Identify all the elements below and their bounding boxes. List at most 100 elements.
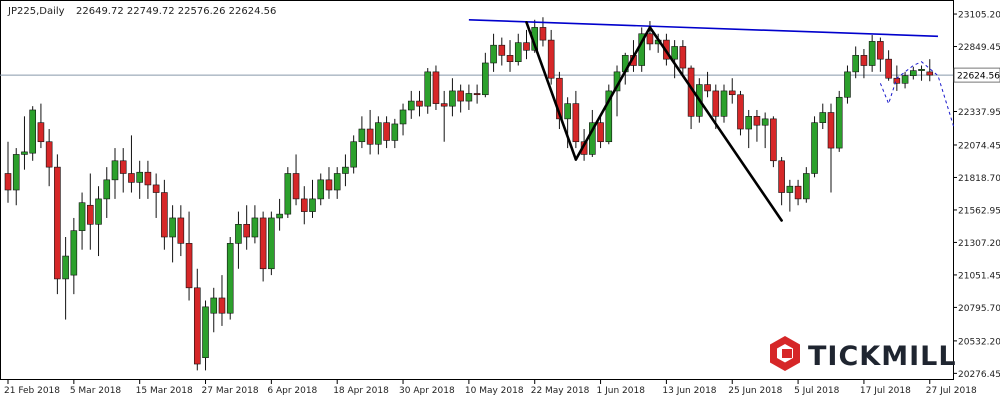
candle xyxy=(45,129,53,187)
candle xyxy=(78,192,86,250)
candle xyxy=(29,106,36,161)
pattern-line xyxy=(525,21,578,161)
candle-body xyxy=(761,118,769,126)
candles-layer xyxy=(4,17,934,371)
candle xyxy=(877,37,884,72)
candle-body xyxy=(745,116,753,130)
candle xyxy=(185,211,193,301)
candle-body xyxy=(770,118,777,162)
candle-body xyxy=(177,217,185,244)
candle-body xyxy=(45,141,53,168)
y-tick-label: 21818.70 xyxy=(958,174,1000,184)
candle-body xyxy=(523,42,530,51)
candle-body xyxy=(605,90,613,143)
candle-body xyxy=(539,27,547,41)
candle-body xyxy=(416,100,423,107)
x-tick-label: 22 May 2018 xyxy=(531,386,590,396)
candle-body xyxy=(514,42,522,63)
candle xyxy=(745,109,753,149)
candle-body xyxy=(12,154,20,191)
candle-body xyxy=(753,116,761,126)
candle-body xyxy=(325,179,333,191)
candle-body xyxy=(276,213,283,219)
candle xyxy=(119,148,127,193)
candle xyxy=(811,116,818,178)
candle xyxy=(844,65,851,104)
x-tick-label: 15 Mar 2018 xyxy=(136,386,193,396)
candle xyxy=(136,160,143,199)
candle xyxy=(202,300,209,371)
candle-body xyxy=(29,109,36,154)
candle xyxy=(490,33,497,72)
candle-body xyxy=(704,84,711,92)
candle xyxy=(309,179,316,218)
candle xyxy=(235,211,242,269)
candle xyxy=(358,116,366,149)
candle-body xyxy=(778,160,785,193)
chart-header-ohlc: 22649.72 22749.72 22576.26 22624.56 xyxy=(76,6,276,17)
candle-body xyxy=(589,122,596,155)
candle-body xyxy=(128,173,135,183)
y-tick-label: 21051.45 xyxy=(958,271,1000,281)
candle-body xyxy=(375,122,382,145)
candle-body xyxy=(391,123,399,141)
candle-body xyxy=(358,128,366,143)
candle-body xyxy=(136,171,143,183)
x-tick-label: 5 Mar 2018 xyxy=(70,386,122,396)
candle xyxy=(383,116,390,149)
candle xyxy=(268,211,275,276)
candle-body xyxy=(37,122,45,143)
candle xyxy=(407,90,415,119)
candle-body xyxy=(547,39,555,79)
candle xyxy=(325,167,333,199)
candle-body xyxy=(95,198,102,225)
candle-body xyxy=(901,75,909,84)
candle-body xyxy=(835,96,843,149)
candle-body xyxy=(259,217,267,270)
candle xyxy=(482,52,489,98)
candle xyxy=(901,71,909,89)
candle-body xyxy=(844,71,851,98)
candle xyxy=(514,33,522,66)
candle-body xyxy=(811,122,818,174)
candle xyxy=(770,116,777,168)
candle xyxy=(778,156,785,206)
candle xyxy=(868,35,876,72)
candle xyxy=(589,109,596,157)
candle xyxy=(226,237,234,320)
y-tick-label: 22074.45 xyxy=(958,141,1000,151)
candle xyxy=(54,154,61,295)
candle xyxy=(144,160,152,199)
candle xyxy=(416,90,423,117)
candle xyxy=(737,90,744,136)
candle xyxy=(350,135,357,174)
x-tick-label: 30 Apr 2018 xyxy=(399,386,455,396)
candle-body xyxy=(449,90,456,107)
x-tick-label: 21 Feb 2018 xyxy=(4,386,60,396)
candle-body xyxy=(243,223,250,238)
candle xyxy=(4,141,12,203)
candle-body xyxy=(498,44,506,56)
candle xyxy=(547,29,555,85)
candle-body xyxy=(333,173,341,191)
candle-body xyxy=(226,243,234,314)
candle-body xyxy=(868,41,876,66)
candle xyxy=(424,68,432,114)
candle xyxy=(638,27,646,72)
candle-body xyxy=(424,71,432,107)
candle xyxy=(366,109,374,155)
candle xyxy=(457,84,464,113)
candle-body xyxy=(144,171,152,186)
pattern-line xyxy=(648,26,783,222)
candle-body xyxy=(720,90,728,117)
candle xyxy=(712,84,720,130)
pattern-line xyxy=(574,26,652,161)
candle-body xyxy=(728,90,736,96)
current-price-tag xyxy=(953,67,1000,83)
candle xyxy=(449,78,456,117)
x-tick-label: 1 Jun 2018 xyxy=(597,386,646,396)
x-axis: 21 Feb 2018 5 Mar 2018 15 Mar 2018 27 Mar 2… xyxy=(4,380,977,396)
candle xyxy=(704,71,711,98)
candle-body xyxy=(383,122,390,141)
